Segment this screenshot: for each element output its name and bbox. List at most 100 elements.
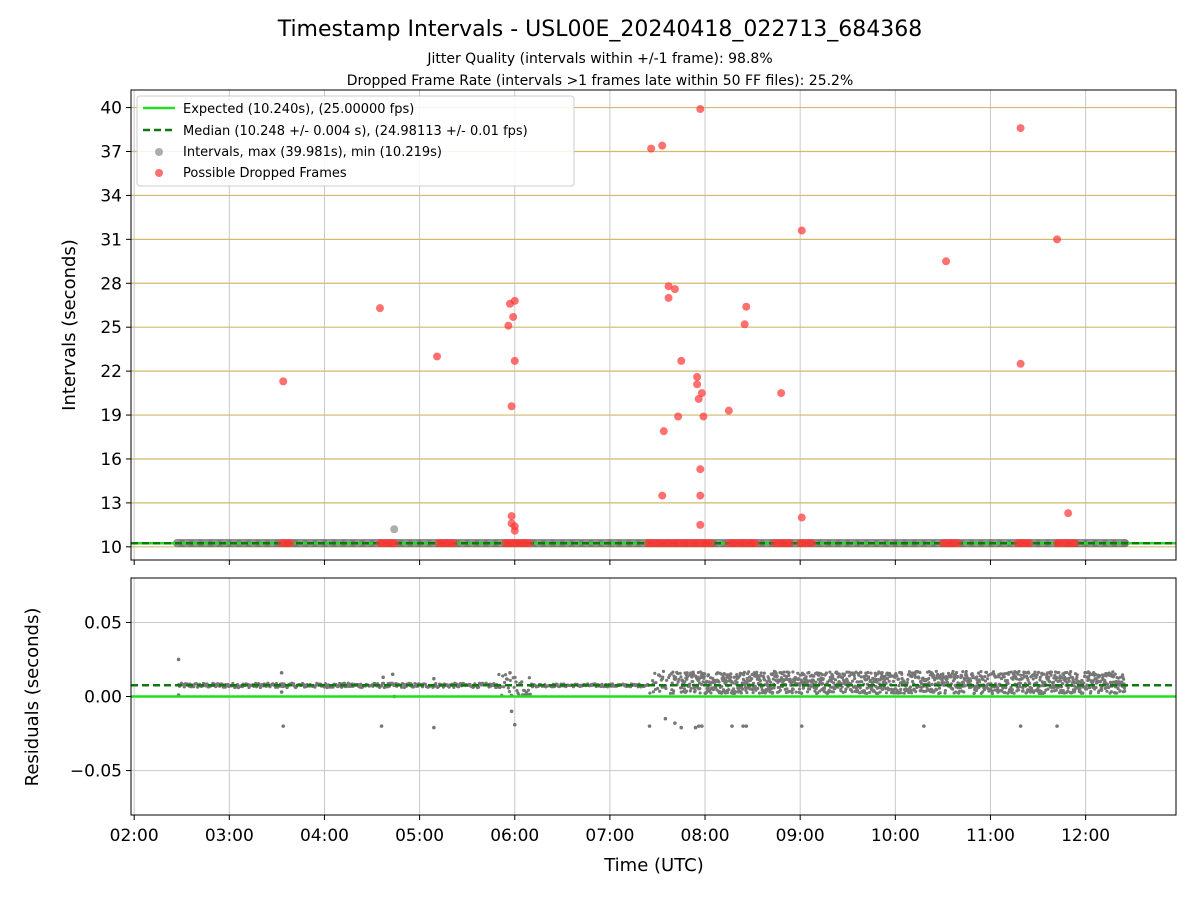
residual-point xyxy=(951,687,955,691)
residual-point xyxy=(857,673,861,677)
residual-point xyxy=(957,689,961,694)
residual-point xyxy=(1005,678,1010,683)
residual-point xyxy=(689,686,693,690)
residual-point xyxy=(771,677,775,681)
residual-point xyxy=(963,684,967,688)
residual-point xyxy=(937,686,942,690)
residual-point xyxy=(684,689,689,693)
residual-point xyxy=(930,687,934,692)
residual-point xyxy=(648,691,652,695)
residual-point xyxy=(679,725,684,730)
residual-point xyxy=(1089,689,1093,694)
residual-point xyxy=(778,688,782,692)
residual-point xyxy=(423,682,427,686)
legend-intervals-swatch xyxy=(155,148,163,156)
residual-point xyxy=(693,688,697,693)
residual-point xyxy=(520,680,524,684)
residual-point xyxy=(820,672,824,677)
residual-point xyxy=(702,675,706,679)
residual-point xyxy=(1012,691,1016,695)
residual-point xyxy=(713,681,717,685)
residual-point xyxy=(742,673,746,677)
dropped-frame-point xyxy=(1016,359,1025,368)
residual-point xyxy=(1002,675,1006,679)
residual-point xyxy=(1014,677,1019,681)
residual-point xyxy=(502,680,507,685)
residual-point xyxy=(1085,683,1089,687)
residual-point xyxy=(508,671,512,675)
top-plot-frame xyxy=(130,89,1177,561)
x-tick-label: 06:00 xyxy=(490,826,539,846)
residual-point xyxy=(1055,724,1059,728)
dropped-frame-point xyxy=(525,539,534,548)
residual-point xyxy=(936,681,940,685)
x-tick-label: 10:00 xyxy=(871,826,920,846)
bottom-y-tick-label: −0.05 xyxy=(70,762,122,782)
dropped-frame-point xyxy=(1016,124,1025,133)
residual-point xyxy=(658,689,662,693)
residual-point xyxy=(722,672,726,676)
residual-point xyxy=(821,677,825,681)
residual-point xyxy=(804,675,808,679)
residual-point xyxy=(690,674,695,678)
residual-point xyxy=(794,690,798,694)
residual-point xyxy=(1099,679,1103,683)
residual-point xyxy=(1038,678,1042,682)
residual-point xyxy=(828,670,832,674)
residual-point xyxy=(678,671,682,675)
residual-point xyxy=(501,674,505,678)
residual-point xyxy=(807,670,811,675)
residual-point xyxy=(1120,673,1125,677)
residual-point xyxy=(1095,680,1100,684)
residual-point xyxy=(811,678,816,683)
residual-point xyxy=(505,677,510,681)
residual-point xyxy=(940,679,944,683)
residual-point xyxy=(922,724,926,728)
legend-dropped-label: Possible Dropped Frames xyxy=(183,166,347,181)
residual-point xyxy=(688,682,692,686)
residual-point xyxy=(1075,675,1079,680)
dropped-frame-point xyxy=(664,293,673,302)
residual-point xyxy=(412,685,416,689)
residual-point xyxy=(943,691,947,695)
residual-point xyxy=(868,690,872,695)
residual-point xyxy=(814,680,818,684)
residual-point xyxy=(515,689,519,693)
residual-point xyxy=(951,669,955,674)
residual-point xyxy=(761,689,765,693)
residual-point xyxy=(823,686,827,690)
dropped-frame-point xyxy=(1064,509,1073,518)
residual-point xyxy=(771,690,775,695)
residual-point xyxy=(685,671,689,675)
residual-point xyxy=(1064,677,1068,681)
residual-point xyxy=(182,685,186,689)
dropped-frame-point xyxy=(510,356,519,365)
residual-point xyxy=(805,690,810,694)
residual-point xyxy=(744,724,749,728)
x-tick-label: 07:00 xyxy=(585,826,634,846)
residual-point xyxy=(891,679,895,683)
residual-point xyxy=(960,674,964,678)
residual-point xyxy=(798,673,802,677)
residual-point xyxy=(176,657,181,662)
residual-point xyxy=(868,678,872,682)
residual-point xyxy=(958,686,962,690)
residual-point xyxy=(653,671,657,675)
residual-point xyxy=(775,674,779,678)
dropped-frame-point xyxy=(647,144,656,153)
residual-point xyxy=(452,685,456,690)
residual-point xyxy=(673,721,677,725)
dropped-frame-point xyxy=(507,512,516,521)
residual-point xyxy=(812,674,816,678)
residual-point xyxy=(1057,670,1061,675)
residual-point xyxy=(873,674,878,678)
residual-point xyxy=(719,672,723,676)
residual-point xyxy=(842,672,847,676)
residual-point xyxy=(907,690,911,695)
residual-point xyxy=(1085,687,1089,691)
residual-point xyxy=(661,669,666,673)
residual-point xyxy=(774,678,778,683)
residual-point xyxy=(1115,691,1119,695)
residual-point xyxy=(728,675,733,679)
